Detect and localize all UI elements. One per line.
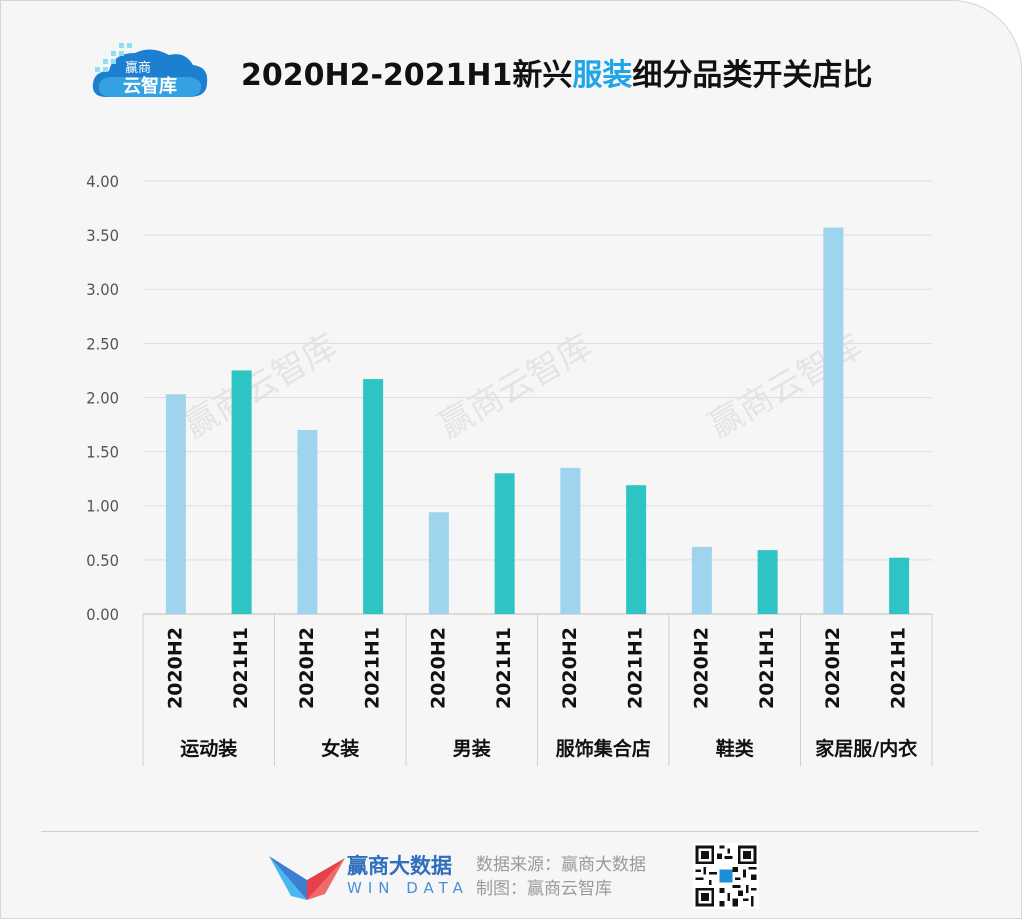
x-period-label: 2020H2 [164,627,186,709]
x-period-label: 2020H2 [427,627,449,709]
x-period-label: 2021H1 [625,627,647,709]
x-category-label: 服饰集合店 [556,737,651,760]
y-tick-label: 0.50 [86,551,119,570]
bar-h2 [297,429,318,614]
qr-code-icon [693,843,759,909]
footer-divider [41,831,979,832]
x-period-label: 2021H1 [493,627,515,709]
y-tick-label: 2.00 [86,389,119,408]
x-period-label: 2021H1 [888,627,910,709]
bar-h1 [494,473,515,614]
footer-source: 数据来源：赢商大数据 制图：赢商云智库 [476,853,646,901]
bar-h2 [165,394,186,614]
page-title: 2020H2-2021H1新兴服装细分品类开关店比 [241,51,872,101]
y-tick-label: 3.50 [86,227,119,246]
y-tick-label: 1.00 [86,497,119,516]
brand-name-en: WIN DATA [347,879,469,897]
windata-logo [269,856,345,900]
x-category-label: 女装 [321,737,359,760]
x-category-label: 男装 [453,737,491,760]
x-period-label: 2020H2 [690,627,712,709]
x-category-label: 鞋类 [716,737,754,760]
bar-h2 [428,512,449,614]
y-tick-label: 4.00 [86,172,119,191]
bar-h2 [823,227,844,615]
bar-h1 [626,485,647,614]
footer-brand: 赢商大数据 WIN DATA [347,853,469,897]
y-tick-label: 2.50 [86,335,119,354]
watermark-text: 赢商云智库 [177,327,344,447]
title-part2: 细分品类开关店比 [632,58,873,93]
x-period-label: 2021H1 [230,627,252,709]
title-highlight: 服装 [572,58,633,93]
x-period-label: 2021H1 [362,627,384,709]
y-tick-label: 1.50 [86,443,119,462]
x-category-label: 运动装 [180,737,237,760]
logo-text-line1: 赢商 [125,60,151,76]
bar-h1 [889,557,910,614]
x-period-label: 2021H1 [756,627,778,709]
bar-h2 [560,467,581,614]
data-source-text: 数据来源：赢商大数据 [476,855,646,875]
x-category-label: 家居服/内衣 [815,737,917,760]
x-period-label: 2020H2 [822,627,844,709]
bar-chart: 赢商云智库 赢商云智库赢商云智库0.000.501.001.502.002.503… [86,172,933,766]
bar-h1 [231,370,252,614]
logo-text-line2: 云智库 [123,75,177,97]
y-tick-label: 3.00 [86,281,119,300]
title-part1: 2020H2-2021H1新兴 [241,58,573,93]
x-period-label: 2020H2 [559,627,581,709]
brand-name-cn: 赢商大数据 [347,854,452,878]
made-by-text: 制图：赢商云智库 [476,879,612,899]
bar-h1 [363,379,384,614]
watermark-text: 赢商云智库 [432,327,599,447]
bar-h2 [691,546,712,614]
bar-h1 [757,550,778,614]
y-tick-label: 0.00 [86,605,119,624]
x-period-label: 2020H2 [296,627,318,709]
watermark-text: 赢商云智库 [702,327,869,447]
yingshang-cloud-logo: 赢商 云智库 [92,43,208,97]
